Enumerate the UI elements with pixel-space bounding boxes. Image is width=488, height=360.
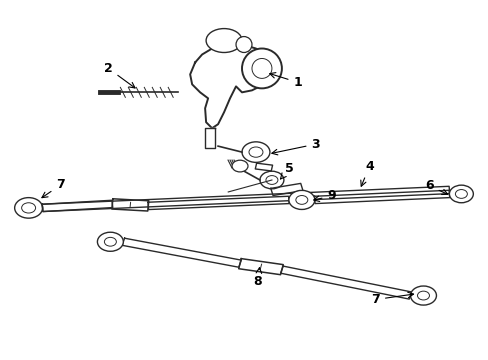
Polygon shape [270, 183, 303, 195]
Circle shape [260, 171, 284, 189]
Polygon shape [42, 186, 449, 212]
Text: 9: 9 [313, 189, 335, 202]
Ellipse shape [242, 49, 281, 88]
Text: 7: 7 [370, 292, 413, 306]
Polygon shape [255, 163, 272, 171]
Polygon shape [204, 128, 215, 148]
Circle shape [232, 160, 247, 172]
Text: 5: 5 [280, 162, 294, 179]
Text: 6: 6 [424, 180, 447, 194]
Circle shape [97, 232, 123, 251]
Text: 2: 2 [104, 62, 135, 88]
Circle shape [410, 286, 436, 305]
Text: 4: 4 [360, 159, 373, 186]
Polygon shape [190, 45, 269, 128]
Polygon shape [314, 190, 449, 204]
Polygon shape [112, 199, 148, 211]
Polygon shape [238, 258, 283, 275]
Ellipse shape [205, 28, 242, 53]
Circle shape [15, 198, 42, 218]
Text: 7: 7 [42, 179, 65, 198]
Polygon shape [122, 238, 241, 267]
Polygon shape [280, 266, 411, 299]
Circle shape [448, 185, 472, 203]
Circle shape [242, 142, 269, 162]
Polygon shape [148, 196, 288, 210]
Circle shape [288, 190, 314, 210]
Ellipse shape [236, 37, 251, 53]
Text: 8: 8 [253, 268, 262, 288]
Text: 3: 3 [271, 138, 320, 155]
Text: 1: 1 [269, 73, 302, 89]
Polygon shape [42, 200, 113, 212]
